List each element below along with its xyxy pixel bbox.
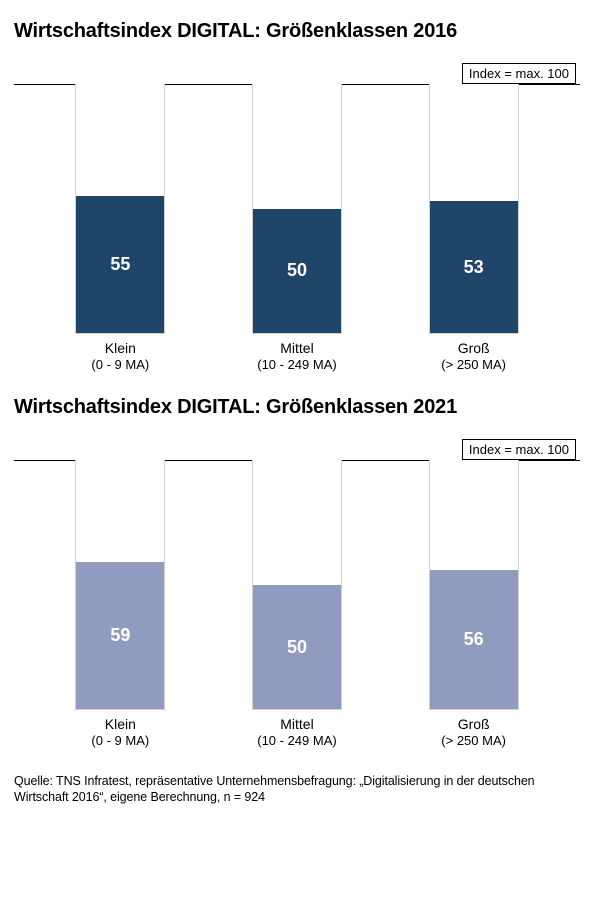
bar-slot: 50 (237, 84, 357, 334)
category-label: Klein (0 - 9 MA) (60, 340, 180, 372)
plot-area: 59 50 56 (14, 460, 580, 710)
category-label-line2: (> 250 MA) (414, 733, 534, 749)
category-label-line1: Groß (414, 716, 534, 733)
bar-outer: 50 (252, 460, 342, 710)
bar-fill: 56 (430, 570, 518, 709)
chart-2021: Wirtschaftsindex DIGITAL: Größenklassen … (14, 396, 580, 748)
bar-slot: 56 (414, 460, 534, 710)
category-labels: Klein (0 - 9 MA) Mittel (10 - 249 MA) Gr… (14, 710, 580, 748)
category-label-line1: Klein (60, 716, 180, 733)
category-label-line1: Mittel (237, 716, 357, 733)
chart-title: Wirtschaftsindex DIGITAL: Größenklassen … (14, 396, 580, 419)
bar-fill: 59 (76, 562, 164, 709)
category-label: Groß (> 250 MA) (414, 716, 534, 748)
category-label: Groß (> 250 MA) (414, 340, 534, 372)
index-label-wrap: Index = max. 100 (14, 63, 576, 84)
bar-slot: 53 (414, 84, 534, 334)
bar-outer: 59 (75, 460, 165, 710)
category-label: Klein (0 - 9 MA) (60, 716, 180, 748)
chart-2016: Wirtschaftsindex DIGITAL: Größenklassen … (14, 20, 580, 372)
index-max-label: Index = max. 100 (462, 63, 576, 84)
bar-outer: 56 (429, 460, 519, 710)
bar-outer: 50 (252, 84, 342, 334)
bar-slot: 59 (60, 460, 180, 710)
page: Wirtschaftsindex DIGITAL: Größenklassen … (0, 0, 594, 815)
chart-frame: Index = max. 100 59 50 (14, 439, 580, 748)
bar-outer: 53 (429, 84, 519, 334)
bar-value: 50 (287, 260, 307, 281)
category-label-line2: (> 250 MA) (414, 357, 534, 373)
category-label: Mittel (10 - 249 MA) (237, 716, 357, 748)
bar-value: 55 (110, 254, 130, 275)
index-max-label: Index = max. 100 (462, 439, 576, 460)
chart-frame: Index = max. 100 55 50 (14, 63, 580, 372)
category-label: Mittel (10 - 249 MA) (237, 340, 357, 372)
bar-slot: 50 (237, 460, 357, 710)
source-text: Quelle: TNS Infratest, repräsentative Un… (14, 773, 580, 806)
plot-area: 55 50 53 (14, 84, 580, 334)
bar-value: 50 (287, 637, 307, 658)
bar-fill: 50 (253, 585, 341, 710)
bar-fill: 55 (76, 196, 164, 333)
category-label-line2: (10 - 249 MA) (237, 733, 357, 749)
category-label-line2: (10 - 249 MA) (237, 357, 357, 373)
chart-title: Wirtschaftsindex DIGITAL: Größenklassen … (14, 20, 580, 43)
category-label-line1: Groß (414, 340, 534, 357)
bar-outer: 55 (75, 84, 165, 334)
category-label-line2: (0 - 9 MA) (60, 357, 180, 373)
category-label-line2: (0 - 9 MA) (60, 733, 180, 749)
bar-value: 53 (464, 257, 484, 278)
bar-slot: 55 (60, 84, 180, 334)
bar-fill: 53 (430, 201, 518, 333)
category-labels: Klein (0 - 9 MA) Mittel (10 - 249 MA) Gr… (14, 334, 580, 372)
bar-value: 56 (464, 629, 484, 650)
index-label-wrap: Index = max. 100 (14, 439, 576, 460)
category-label-line1: Klein (60, 340, 180, 357)
bar-fill: 50 (253, 209, 341, 334)
bar-value: 59 (110, 625, 130, 646)
category-label-line1: Mittel (237, 340, 357, 357)
